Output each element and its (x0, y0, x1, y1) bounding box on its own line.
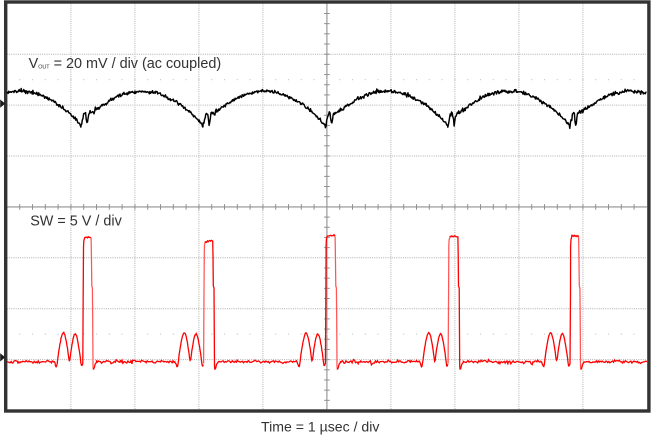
svg-text:VOUT = 20 mV / div (ac coupled: VOUT = 20 mV / div (ac coupled) (29, 56, 222, 72)
svg-text:SW = 5 V / div: SW = 5 V / div (30, 214, 122, 230)
svg-text:Time = 1 µsec / div: Time = 1 µsec / div (261, 418, 379, 434)
